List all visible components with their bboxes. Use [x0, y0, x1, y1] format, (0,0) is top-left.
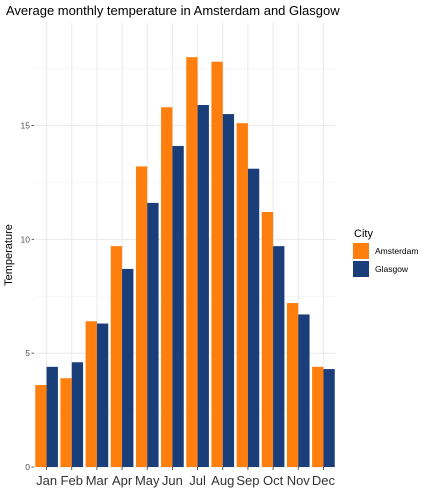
bar-amsterdam-aug — [211, 61, 223, 468]
bar-glasgow-may — [147, 202, 159, 467]
x-tick-label: Jun — [162, 473, 183, 488]
y-tick-label: 10 — [21, 234, 31, 244]
bar-amsterdam-nov — [286, 303, 299, 467]
x-tick-label: Oct — [263, 473, 284, 488]
x-tick-label: Dec — [312, 473, 336, 488]
legend-swatch-amsterdam — [353, 243, 369, 259]
y-tick-label: 15 — [21, 120, 31, 130]
y-tick-label: 5 — [25, 348, 30, 358]
x-tick-label: Jul — [189, 473, 206, 488]
x-tick-label: Apr — [112, 473, 133, 488]
legend-items: Amsterdam Glasgow — [353, 243, 418, 277]
legend-swatch-glasgow — [353, 261, 369, 277]
bar-glasgow-jan — [46, 366, 58, 467]
x-tick-label: Nov — [287, 473, 311, 488]
bar-glasgow-feb — [71, 362, 84, 467]
bar-glasgow-jun — [172, 145, 184, 467]
legend-label-glasgow: Glasgow — [375, 264, 409, 274]
bar-glasgow-oct — [273, 246, 285, 467]
bar-amsterdam-feb — [60, 378, 72, 467]
x-tick-label: Feb — [61, 473, 83, 488]
bar-amsterdam-jun — [161, 107, 173, 467]
bar-amsterdam-may — [135, 166, 148, 467]
bar-amsterdam-oct — [261, 211, 274, 467]
bar-glasgow-apr — [122, 268, 134, 467]
bar-amsterdam-apr — [110, 246, 123, 467]
bar-amsterdam-jan — [35, 385, 47, 467]
x-axis-ticks: Jan Feb Mar Apr May Jun Jul Aug Sep Oct Nov Dec — [36, 467, 335, 488]
x-tick-label: Sep — [236, 473, 259, 488]
legend-label-amsterdam: Amsterdam — [375, 246, 418, 256]
bar-glasgow-dec — [323, 369, 335, 467]
bar-amsterdam-sep — [236, 123, 248, 468]
bar-glasgow-sep — [247, 168, 260, 467]
bar-amsterdam-mar — [85, 321, 97, 467]
bars — [35, 57, 335, 468]
x-tick-label: Mar — [86, 473, 109, 488]
x-tick-label: Jan — [36, 473, 57, 488]
bar-glasgow-mar — [96, 323, 109, 467]
bar-glasgow-aug — [222, 114, 235, 467]
bar-glasgow-jul — [197, 104, 209, 467]
bar-glasgow-nov — [298, 314, 310, 467]
legend-title: City — [354, 228, 373, 240]
y-axis-title: Temperature — [3, 224, 15, 286]
legend: City Amsterdam Glasgow — [353, 228, 418, 277]
x-tick-label: Aug — [211, 473, 234, 488]
y-axis-ticks: 0 5 10 15 — [21, 120, 34, 472]
x-tick-label: May — [135, 473, 160, 488]
chart-title: Average monthly temperature in Amsterdam… — [6, 3, 340, 18]
bar-amsterdam-jul — [186, 57, 198, 468]
bar-amsterdam-dec — [312, 366, 324, 467]
y-tick-label: 0 — [25, 462, 30, 472]
